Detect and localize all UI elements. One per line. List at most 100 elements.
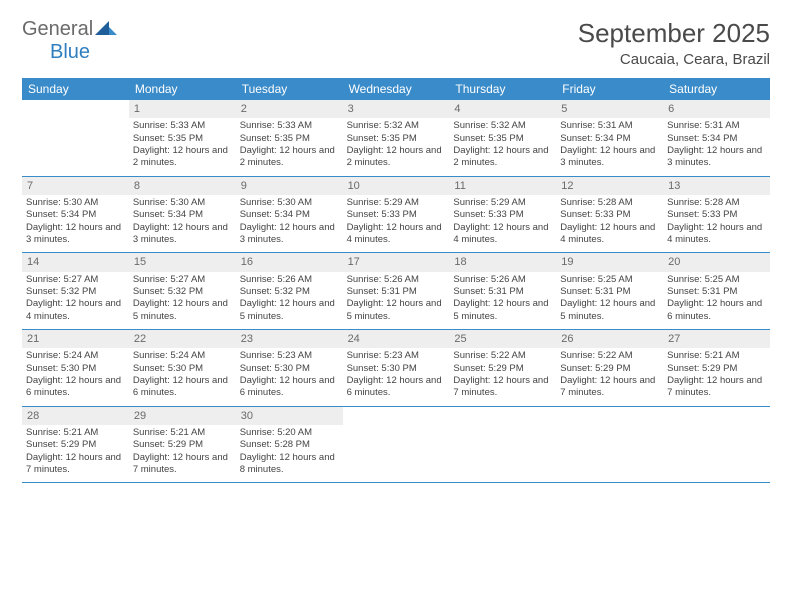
day-details: Sunrise: 5:21 AMSunset: 5:29 PMDaylight:… <box>129 425 236 482</box>
sunset-text: Sunset: 5:33 PM <box>453 209 552 221</box>
sunset-text: Sunset: 5:35 PM <box>453 133 552 145</box>
sunset-text: Sunset: 5:29 PM <box>560 363 659 375</box>
day-details: Sunrise: 5:31 AMSunset: 5:34 PMDaylight:… <box>663 118 770 175</box>
daylight-text: Daylight: 12 hours and 3 minutes. <box>240 222 339 247</box>
sunset-text: Sunset: 5:28 PM <box>240 439 339 451</box>
sunrise-text: Sunrise: 5:21 AM <box>26 427 125 439</box>
day-number: 26 <box>556 330 663 348</box>
day-cell: 30Sunrise: 5:20 AMSunset: 5:28 PMDayligh… <box>236 407 343 483</box>
sunrise-text: Sunrise: 5:23 AM <box>240 350 339 362</box>
weekday-tue: Tuesday <box>236 78 343 100</box>
day-number: 16 <box>236 253 343 271</box>
daylight-text: Daylight: 12 hours and 4 minutes. <box>347 222 446 247</box>
day-details: Sunrise: 5:30 AMSunset: 5:34 PMDaylight:… <box>129 195 236 252</box>
sunrise-text: Sunrise: 5:27 AM <box>133 274 232 286</box>
day-number: 21 <box>22 330 129 348</box>
sunrise-text: Sunrise: 5:27 AM <box>26 274 125 286</box>
sunset-text: Sunset: 5:29 PM <box>26 439 125 451</box>
daylight-text: Daylight: 12 hours and 5 minutes. <box>133 298 232 323</box>
sunrise-text: Sunrise: 5:32 AM <box>347 120 446 132</box>
day-cell: 6Sunrise: 5:31 AMSunset: 5:34 PMDaylight… <box>663 100 770 176</box>
daylight-text: Daylight: 12 hours and 7 minutes. <box>560 375 659 400</box>
day-cell: 10Sunrise: 5:29 AMSunset: 5:33 PMDayligh… <box>343 177 450 253</box>
sunrise-text: Sunrise: 5:22 AM <box>453 350 552 362</box>
sail-icon <box>95 19 117 40</box>
day-details: Sunrise: 5:27 AMSunset: 5:32 PMDaylight:… <box>22 272 129 329</box>
day-details: Sunrise: 5:20 AMSunset: 5:28 PMDaylight:… <box>236 425 343 482</box>
day-number: 15 <box>129 253 236 271</box>
week-row: 1Sunrise: 5:33 AMSunset: 5:35 PMDaylight… <box>22 100 770 177</box>
sunrise-text: Sunrise: 5:30 AM <box>240 197 339 209</box>
day-details: Sunrise: 5:30 AMSunset: 5:34 PMDaylight:… <box>236 195 343 252</box>
day-number: 23 <box>236 330 343 348</box>
day-details: Sunrise: 5:33 AMSunset: 5:35 PMDaylight:… <box>236 118 343 175</box>
daylight-text: Daylight: 12 hours and 6 minutes. <box>133 375 232 400</box>
day-number: 28 <box>22 407 129 425</box>
sunset-text: Sunset: 5:29 PM <box>453 363 552 375</box>
daylight-text: Daylight: 12 hours and 7 minutes. <box>667 375 766 400</box>
day-number: 13 <box>663 177 770 195</box>
sunrise-text: Sunrise: 5:26 AM <box>240 274 339 286</box>
day-cell: 5Sunrise: 5:31 AMSunset: 5:34 PMDaylight… <box>556 100 663 176</box>
daylight-text: Daylight: 12 hours and 7 minutes. <box>453 375 552 400</box>
sunrise-text: Sunrise: 5:22 AM <box>560 350 659 362</box>
day-number: 6 <box>663 100 770 118</box>
day-cell: 13 Sunrise: 5:28 AMSunset: 5:33 PMDayligh… <box>663 177 770 253</box>
day-details: Sunrise: 5:25 AMSunset: 5:31 PMDaylight:… <box>663 272 770 329</box>
day-details: Sunrise: 5:29 AMSunset: 5:33 PMDaylight:… <box>343 195 450 252</box>
sunrise-text: Sunrise: 5:31 AM <box>667 120 766 132</box>
day-details: Sunrise: 5:25 AMSunset: 5:31 PMDaylight:… <box>556 272 663 329</box>
day-number: 18 <box>449 253 556 271</box>
day-number: 17 <box>343 253 450 271</box>
sunset-text: Sunset: 5:33 PM <box>667 209 766 221</box>
day-cell: 16Sunrise: 5:26 AMSunset: 5:32 PMDayligh… <box>236 253 343 329</box>
sunrise-text: Sunrise: 5:26 AM <box>453 274 552 286</box>
sunset-text: Sunset: 5:29 PM <box>133 439 232 451</box>
daylight-text: Daylight: 12 hours and 6 minutes. <box>240 375 339 400</box>
day-number: 19 <box>556 253 663 271</box>
sunrise-text: Sunrise: 5:24 AM <box>133 350 232 362</box>
sunrise-text: Sunrise: 5:29 AM <box>453 197 552 209</box>
logo-text-blue: Blue <box>50 41 90 63</box>
day-details: Sunrise: 5:24 AMSunset: 5:30 PMDaylight:… <box>22 348 129 405</box>
sunrise-text: Sunrise: 5:25 AM <box>667 274 766 286</box>
day-number <box>343 407 450 423</box>
sunset-text: Sunset: 5:34 PM <box>560 133 659 145</box>
sunrise-text: Sunrise: 5:29 AM <box>347 197 446 209</box>
day-details: Sunrise: 5:27 AMSunset: 5:32 PMDaylight:… <box>129 272 236 329</box>
day-cell: 17Sunrise: 5:26 AMSunset: 5:31 PMDayligh… <box>343 253 450 329</box>
sunrise-text: Sunrise: 5:33 AM <box>133 120 232 132</box>
sunset-text: Sunset: 5:31 PM <box>560 286 659 298</box>
day-details: Sunrise: 5:32 AMSunset: 5:35 PMDaylight:… <box>343 118 450 175</box>
sunrise-text: Sunrise: 5:25 AM <box>560 274 659 286</box>
sunset-text: Sunset: 5:30 PM <box>347 363 446 375</box>
day-cell: 2Sunrise: 5:33 AMSunset: 5:35 PMDaylight… <box>236 100 343 176</box>
sunset-text: Sunset: 5:34 PM <box>240 209 339 221</box>
week-row: 14Sunrise: 5:27 AMSunset: 5:32 PMDayligh… <box>22 253 770 330</box>
sunrise-text: Sunrise: 5:21 AM <box>133 427 232 439</box>
month-title: September 2025 <box>578 18 770 49</box>
daylight-text: Daylight: 12 hours and 2 minutes. <box>453 145 552 170</box>
sunset-text: Sunset: 5:34 PM <box>667 133 766 145</box>
week-row: 21Sunrise: 5:24 AMSunset: 5:30 PMDayligh… <box>22 330 770 407</box>
sunset-text: Sunset: 5:32 PM <box>240 286 339 298</box>
day-details: Sunrise: 5:26 AMSunset: 5:31 PMDaylight:… <box>449 272 556 329</box>
sunset-text: Sunset: 5:31 PM <box>667 286 766 298</box>
sunrise-text: Sunrise: 5:30 AM <box>133 197 232 209</box>
day-details: Sunrise: 5:29 AMSunset: 5:33 PMDaylight:… <box>449 195 556 252</box>
daylight-text: Daylight: 12 hours and 6 minutes. <box>347 375 446 400</box>
daylight-text: Daylight: 12 hours and 3 minutes. <box>133 222 232 247</box>
daylight-text: Daylight: 12 hours and 4 minutes. <box>667 222 766 247</box>
day-number: 22 <box>129 330 236 348</box>
day-number: 10 <box>343 177 450 195</box>
sunrise-text: Sunrise: 5:28 AM <box>667 197 766 209</box>
daylight-text: Daylight: 12 hours and 2 minutes. <box>133 145 232 170</box>
daylight-text: Daylight: 12 hours and 4 minutes. <box>560 222 659 247</box>
day-number: 5 <box>556 100 663 118</box>
day-number: 3 <box>343 100 450 118</box>
day-cell: 12Sunrise: 5:28 AMSunset: 5:33 PMDayligh… <box>556 177 663 253</box>
day-number: 8 <box>129 177 236 195</box>
logo-text-general: General <box>22 18 93 40</box>
day-number: 11 <box>449 177 556 195</box>
day-cell: 4Sunrise: 5:32 AMSunset: 5:35 PMDaylight… <box>449 100 556 176</box>
